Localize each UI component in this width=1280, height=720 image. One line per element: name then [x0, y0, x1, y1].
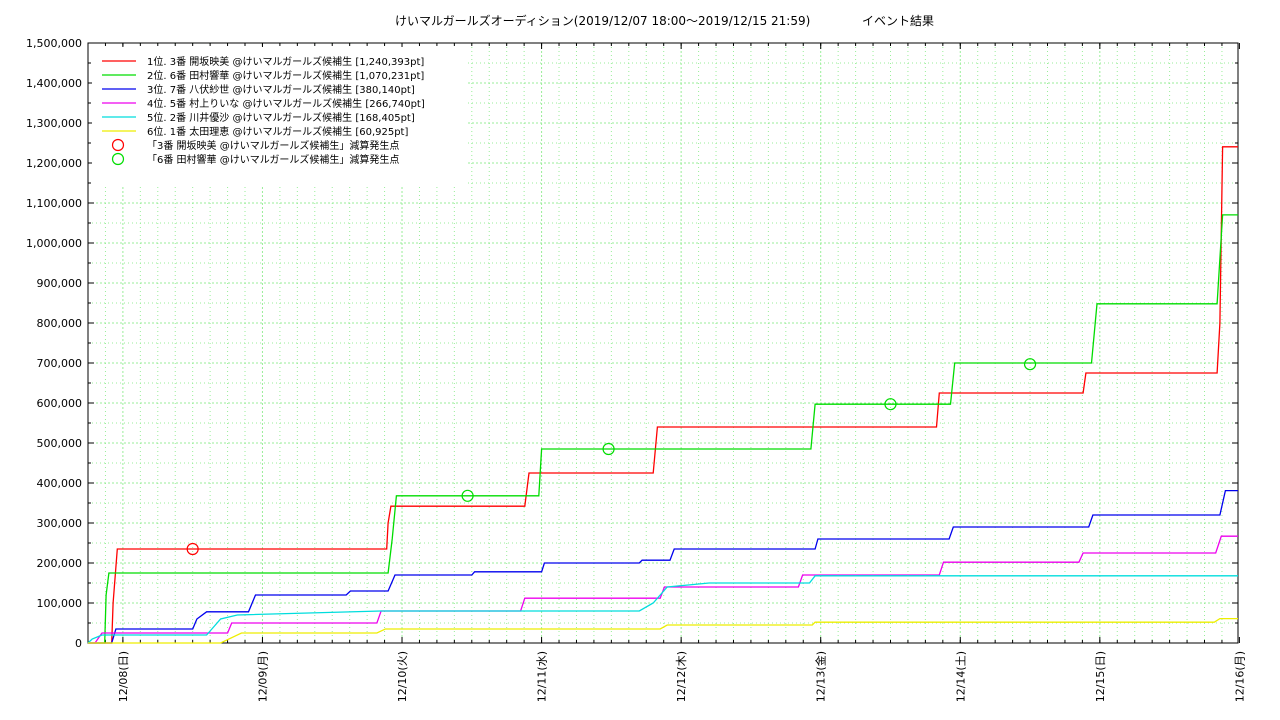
y-tick-label: 800,000: [37, 317, 83, 330]
y-tick-label: 1,000,000: [26, 237, 82, 250]
decrement-marker: [884, 398, 897, 411]
y-tick-label: 1,500,000: [26, 37, 82, 50]
legend-marker: [111, 152, 125, 166]
y-tick-label: 500,000: [37, 437, 83, 450]
y-tick-label: 100,000: [37, 597, 83, 610]
y-tick-label: 200,000: [37, 557, 83, 570]
x-tick-label: 12/15(日): [1094, 651, 1107, 702]
series-line: [87, 575, 1238, 644]
legend-label: 「3番 開坂映美 @けいマルガールズ候補生」減算発生点: [147, 139, 399, 152]
chart-title: けいマルガールズオーディション(2019/12/07 18:00～2019/12…: [395, 13, 810, 28]
series-line: [88, 214, 1238, 644]
legend-box: [92, 47, 468, 187]
legend-label: 1位. 3番 開坂映美 @けいマルガールズ候補生 [1,240,393pt]: [147, 55, 424, 68]
decrement-marker: [186, 542, 199, 556]
y-tick-label: 1,400,000: [26, 77, 82, 90]
legend-label: 「6番 田村響華 @けいマルガールズ候補生」減算発生点: [147, 153, 399, 166]
x-tick-label: 12/16(月): [1233, 651, 1246, 702]
series-line: [88, 146, 1238, 644]
y-tick-label: 300,000: [37, 517, 83, 530]
chart-subtitle: イベント結果: [862, 14, 934, 28]
y-tick-label: 1,100,000: [26, 197, 82, 210]
legend-label: 6位. 1番 太田理恵 @けいマルガールズ候補生 [60,925pt]: [147, 125, 408, 138]
legend-label: 2位. 6番 田村響華 @けいマルガールズ候補生 [1,070,231pt]: [147, 69, 424, 82]
x-tick-label: 12/11(水): [536, 651, 549, 702]
x-tick-label: 12/12(木): [675, 651, 688, 702]
y-tick-label: 1,300,000: [26, 117, 82, 130]
decrement-marker: [1023, 358, 1037, 371]
x-tick-label: 12/13(金): [814, 651, 828, 702]
legend-marker: [111, 138, 125, 152]
legend: 1位. 3番 開坂映美 @けいマルガールズ候補生 [1,240,393pt]2位…: [92, 47, 468, 187]
y-axis: 0 100,000 200,000 300,000 400,000 500,000 600,…: [26, 37, 1238, 650]
plot-area: [87, 146, 1238, 644]
legend-label: 5位. 2番 川井優沙 @けいマルガールズ候補生 [168,405pt]: [147, 111, 415, 124]
y-tick-label: 700,000: [37, 357, 83, 370]
x-tick-label: 12/14(土): [954, 651, 967, 702]
x-tick-label: 12/10(火): [396, 651, 409, 702]
legend-label: 3位. 7番 八伏紗世 @けいマルガールズ候補生 [380,140pt]: [147, 83, 415, 96]
x-axis: 12/08(日) 12/09(月) 12/10(火) 12/11(水) 12/12(木)…: [87, 43, 1246, 702]
y-tick-label: 400,000: [37, 477, 83, 490]
x-tick-label: 12/09(月): [256, 651, 269, 702]
decrement-marker: [602, 442, 615, 456]
x-tick-label: 12/08(日): [117, 651, 130, 702]
legend-label: 4位. 5番 村上りいな @けいマルガールズ候補生 [266,740pt]: [147, 97, 425, 110]
series-line: [88, 489, 1238, 644]
y-tick-label: 600,000: [37, 397, 83, 410]
y-tick-label: 0: [75, 637, 82, 650]
decrement-marker: [461, 489, 474, 502]
series-line: [88, 617, 1238, 644]
y-tick-label: 900,000: [37, 277, 83, 290]
y-tick-label: 1,200,000: [26, 157, 82, 170]
